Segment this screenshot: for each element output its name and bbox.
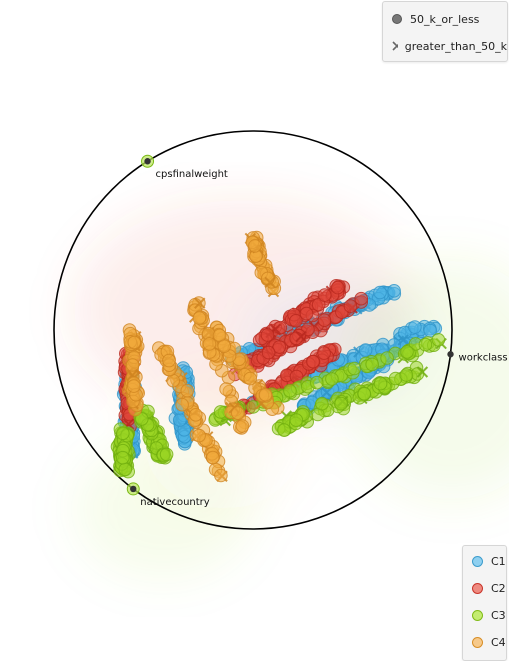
point-c1 — [358, 343, 373, 357]
point-c2 — [354, 291, 369, 306]
color-legend-label: C2 — [491, 581, 506, 595]
point-c4 — [180, 383, 195, 398]
point-c3 — [334, 396, 348, 411]
color-legend-item-c4: C4 — [463, 630, 506, 654]
point-c4 — [206, 450, 220, 465]
point-c3 — [418, 337, 433, 352]
point-c4 — [258, 387, 273, 402]
c3-swatch-icon — [472, 609, 483, 621]
x-marker-icon — [392, 41, 398, 51]
point-c4 — [261, 271, 275, 286]
point-c2 — [306, 354, 320, 369]
anchor-point-nativecountry — [130, 485, 137, 493]
point-c4 — [235, 419, 250, 433]
point-x-c3 — [416, 366, 429, 378]
point-x-c1 — [320, 386, 333, 399]
point-c4 — [175, 397, 189, 412]
point-c1 — [408, 320, 422, 334]
circle-marker-icon — [392, 14, 402, 24]
point-c3 — [399, 368, 414, 382]
c4-swatch-icon — [472, 636, 483, 648]
point-x-c4 — [194, 297, 206, 309]
point-x-c4 — [264, 276, 276, 289]
anchor-point-cpsfinalweight — [144, 158, 151, 165]
data-points — [110, 230, 447, 483]
point-c4 — [127, 379, 141, 393]
point-c3 — [289, 413, 304, 427]
point-c4 — [217, 339, 231, 354]
c2-swatch-icon — [472, 582, 483, 594]
region-shade-c3-2 — [342, 259, 509, 500]
point-c2 — [331, 280, 345, 295]
point-c2 — [299, 306, 314, 321]
color-legend-label: C1 — [491, 554, 506, 568]
point-c3 — [310, 375, 324, 390]
color-legend: C1 C2 C3 C4 — [462, 545, 507, 661]
anchor-label-cpsfinalweight: cpsfinalweight — [156, 169, 228, 180]
point-c3 — [373, 376, 388, 391]
point-c2 — [260, 328, 275, 342]
point-c4 — [219, 382, 233, 396]
point-c4 — [192, 311, 207, 325]
anchors: cpsfinalweight workclass nativecountry — [126, 154, 508, 508]
radviz-circle — [53, 130, 453, 530]
point-c3 — [283, 384, 297, 398]
point-c4 — [248, 239, 262, 253]
point-c2 — [317, 346, 331, 360]
point-c4 — [202, 337, 217, 351]
point-c3 — [116, 450, 130, 465]
color-legend-label: C3 — [491, 608, 506, 622]
color-legend-item-c2: C2 — [463, 576, 506, 600]
shape-legend-item-circle: 50_k_or_less — [383, 7, 507, 31]
anchor-point-workclass — [447, 351, 454, 358]
point-c3 — [159, 447, 174, 462]
shape-legend-item-x: greater_than_50_k — [383, 34, 507, 58]
point-c4 — [231, 406, 245, 420]
point-c4 — [189, 408, 203, 422]
point-c4 — [162, 353, 176, 368]
point-c3 — [315, 396, 329, 411]
point-c2 — [272, 340, 287, 354]
point-c2 — [317, 288, 332, 302]
point-c2 — [343, 299, 358, 313]
point-c4 — [192, 428, 206, 443]
shape-legend: 50_k_or_less greater_than_50_k — [382, 1, 508, 62]
point-c2 — [289, 314, 303, 328]
point-c3 — [431, 333, 446, 347]
point-x-c1 — [397, 334, 409, 346]
point-c3 — [116, 426, 130, 441]
point-c3 — [118, 462, 133, 477]
point-c3 — [400, 345, 414, 359]
color-legend-item-c3: C3 — [463, 603, 506, 627]
color-legend-label: C4 — [491, 635, 506, 649]
shape-legend-label: greater_than_50_k — [404, 39, 507, 53]
point-c1 — [173, 413, 187, 427]
color-legend-item-c1: C1 — [463, 549, 506, 573]
point-c3 — [277, 423, 291, 437]
point-c4 — [214, 468, 228, 483]
point-x-c2 — [295, 330, 307, 343]
shape-legend-label: 50_k_or_less — [410, 12, 480, 26]
point-c3 — [365, 357, 380, 372]
point-c3 — [380, 351, 394, 365]
point-c4 — [127, 335, 142, 350]
point-c1 — [387, 284, 401, 298]
point-c3 — [135, 412, 149, 426]
anchor-label-workclass: workclass — [459, 352, 508, 363]
point-c4 — [125, 358, 140, 372]
c1-swatch-icon — [472, 555, 483, 567]
anchor-label-nativecountry: nativecountry — [140, 497, 210, 508]
point-c2 — [311, 297, 326, 312]
point-c1 — [373, 285, 387, 300]
point-c4 — [243, 371, 257, 386]
point-c2 — [261, 345, 276, 360]
point-c3 — [347, 361, 362, 376]
point-c3 — [357, 387, 372, 401]
point-c2 — [317, 313, 332, 328]
point-c3 — [325, 372, 339, 386]
